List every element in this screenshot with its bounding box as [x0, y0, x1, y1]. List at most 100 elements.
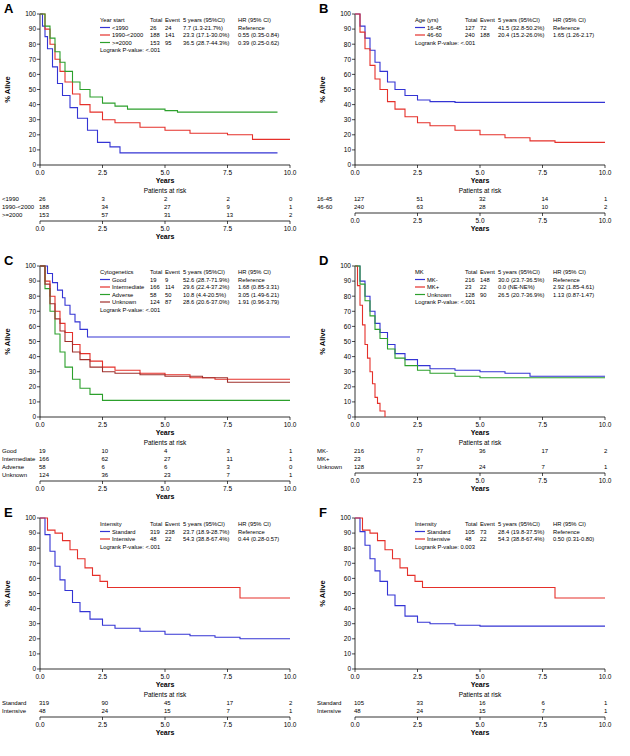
x-tick [480, 165, 481, 168]
y-tick-label: 40 [29, 353, 37, 360]
y-tick-label: 30 [344, 116, 352, 123]
x-axis-label: Years [471, 681, 490, 688]
x-tick [542, 717, 543, 720]
legend-hr: 1.91 (0.96-3.79) [238, 299, 279, 305]
legend-column-header: 5 years (95%CI) [498, 17, 540, 23]
y-tick [352, 653, 355, 654]
legend-column-header: 5 years (95%CI) [183, 17, 225, 23]
legend-label: Standard [427, 529, 451, 535]
legend-label: Good [112, 277, 126, 283]
y-axis-label: % Alive [318, 580, 327, 606]
risk-row-label: MK- [317, 448, 328, 454]
risk-count: 1 [289, 204, 293, 210]
risk-row-label: MK+ [317, 456, 330, 462]
x-tick [102, 669, 103, 672]
legend-title: MK [415, 269, 424, 275]
x-tick-label: 5.0 [160, 673, 169, 680]
legend-five-year: 54.3 (38.8-67.4%) [498, 536, 544, 542]
legend-background [98, 519, 290, 552]
legend-hr: Reference [238, 529, 265, 535]
y-tick [352, 593, 355, 594]
risk-count: 127 [354, 196, 365, 202]
risk-row-label: >=2000 [2, 212, 23, 218]
y-tick [37, 533, 40, 534]
risk-count: 90 [102, 700, 109, 706]
x-axis-label: Years [471, 177, 490, 184]
x-tick-label: 0.0 [350, 217, 359, 224]
y-tick-label: 100 [340, 262, 351, 269]
risk-count: 48 [39, 708, 46, 714]
x-tick-label: 2.5 [98, 673, 107, 680]
y-tick [352, 578, 355, 579]
x-tick-label: 5.0 [160, 421, 169, 428]
legend-event: 238 [165, 529, 175, 535]
risk-count: 1 [604, 708, 608, 714]
legend-five-year: 0.0 (NE-NE%) [498, 284, 535, 290]
legend-event: 90 [480, 292, 486, 298]
risk-count: 51 [417, 196, 424, 202]
survival-curve [355, 518, 605, 598]
y-tick-label: 0 [32, 161, 36, 168]
risk-count: 63 [417, 204, 424, 210]
risk-count: 166 [39, 456, 50, 462]
legend-event: 22 [480, 536, 486, 542]
y-tick-label: 80 [29, 545, 37, 552]
legend-swatch [100, 301, 110, 302]
legend-swatch [415, 34, 425, 35]
legend-column-header: HR (95% CI) [553, 521, 586, 527]
x-tick [290, 165, 291, 168]
y-tick [37, 149, 40, 150]
panel-label: B [319, 1, 328, 16]
panel: E% Alive01020304050607080901000.02.55.07… [2, 505, 297, 736]
survival-curve [40, 518, 290, 598]
y-tick-label: 80 [344, 545, 352, 552]
y-tick [37, 119, 40, 120]
legend-background [413, 519, 605, 552]
legend-hr: 0.39 (0.25-0.62) [238, 40, 279, 46]
x-tick-label: 5.0 [160, 169, 169, 176]
x-tick-label: 7.5 [538, 721, 547, 728]
risk-count: 7 [227, 708, 231, 714]
logrank: Logrank P-value: <.001 [415, 40, 475, 46]
legend-five-year: 54.3 (38.8-67.4%) [183, 536, 229, 542]
plot-area [40, 518, 290, 639]
y-tick-label: 100 [25, 262, 36, 269]
y-tick-label: 40 [344, 353, 352, 360]
y-tick [37, 165, 40, 166]
x-tick-label: 5.0 [475, 477, 484, 484]
x-tick [40, 221, 41, 224]
x-tick-label: 5.0 [160, 485, 169, 492]
x-tick [227, 717, 228, 720]
panel: C% Alive01020304050607080901000.02.55.07… [2, 253, 297, 500]
legend-five-year: 41.5 (32.8-50.2%) [498, 25, 544, 31]
legend-event: 73 [480, 529, 486, 535]
legend-swatch [100, 294, 110, 295]
y-tick-label: 20 [29, 131, 37, 138]
x-tick-label: 0.0 [350, 477, 359, 484]
legend-total: 216 [465, 277, 475, 283]
y-tick-label: 40 [344, 101, 352, 108]
survival-curve [40, 14, 290, 139]
risk-count: 1 [289, 456, 293, 462]
legend-column-header: Event [480, 521, 495, 527]
plot-area [355, 266, 605, 417]
x-tick [480, 473, 481, 476]
y-tick [352, 623, 355, 624]
x-axis-label: Years [156, 681, 175, 688]
survival-curve [40, 266, 290, 400]
x-tick [480, 717, 481, 720]
legend-swatch [415, 294, 425, 295]
y-tick-label: 60 [29, 575, 37, 582]
legend-hr: 0.55 (0.35-0.84) [238, 32, 279, 38]
legend-label: 16-45 [427, 25, 442, 31]
y-tick [352, 386, 355, 387]
y-tick-label: 80 [344, 41, 352, 48]
legend-five-year: 36.5 (28.7-44.3%) [183, 40, 229, 46]
legend-total: 19 [150, 277, 156, 283]
legend-column-header: Total [465, 269, 477, 275]
y-tick-label: 70 [344, 308, 352, 315]
y-tick [352, 149, 355, 150]
legend-five-year: 28.4 (19.8-37.5%) [498, 529, 544, 535]
panel: B% Alive01020304050607080901000.02.55.07… [317, 1, 612, 232]
legend-column-header: Total [150, 17, 162, 23]
